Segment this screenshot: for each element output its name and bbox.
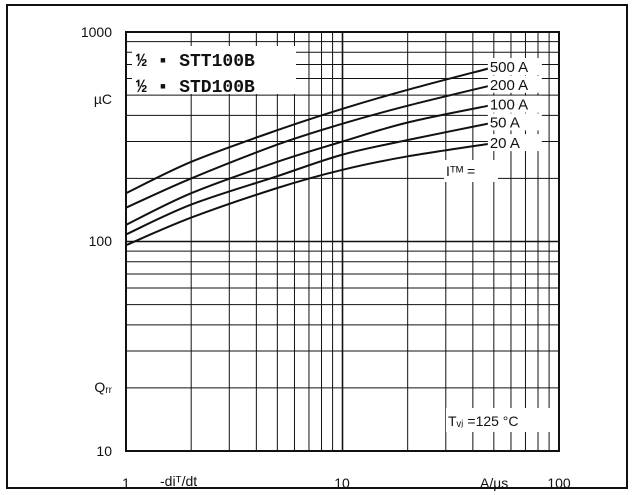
- curve-50a: [125, 121, 494, 236]
- x-axis-label: -diᵀ/dt: [160, 473, 197, 489]
- x-tick-label: 100: [547, 475, 571, 491]
- y-unit-label: µC: [94, 91, 112, 107]
- curve-label: 100 A: [490, 97, 528, 114]
- curve-label: 50 A: [490, 114, 520, 131]
- x-tick-label: 1: [122, 475, 130, 491]
- y-tick-label: 100: [89, 233, 113, 249]
- curve-label-backdrop: [487, 113, 542, 131]
- part-label-stt100b: ½ ▪ STT100B: [136, 52, 255, 72]
- curve-label-backdrop: [487, 95, 542, 113]
- curve-label-backdrop: [487, 75, 542, 93]
- y-tick-label: 10: [96, 443, 112, 459]
- curve-20a: [125, 142, 494, 247]
- curve-label: 200 A: [490, 77, 528, 94]
- curve-500a: [125, 66, 495, 195]
- condition-backdrop: [446, 408, 556, 432]
- part-label-std100b: ½ ▪ STD100B: [136, 78, 255, 98]
- y-tick-label: 1000: [81, 24, 112, 40]
- series-param-label: Iᵀᴹ =: [446, 163, 475, 179]
- curves: [125, 66, 495, 247]
- x-tick-label: 10: [334, 475, 350, 491]
- curve-label-backdrop: [487, 58, 542, 76]
- plot-border: [125, 31, 560, 452]
- curve-label-backdrop: [487, 134, 542, 152]
- condition-label: Tᵥⱼ =125 °C: [448, 413, 519, 429]
- curve-200a: [125, 83, 495, 209]
- series-param-backdrop: [444, 160, 498, 182]
- x-unit-label: A/µs: [480, 475, 508, 491]
- part-label-backdrop: [132, 46, 296, 94]
- y-axis-label: Qᵣᵣ: [94, 379, 112, 395]
- curve-100a: [125, 103, 494, 226]
- curve-label: 500 A: [490, 59, 528, 76]
- curve-label: 20 A: [490, 135, 520, 152]
